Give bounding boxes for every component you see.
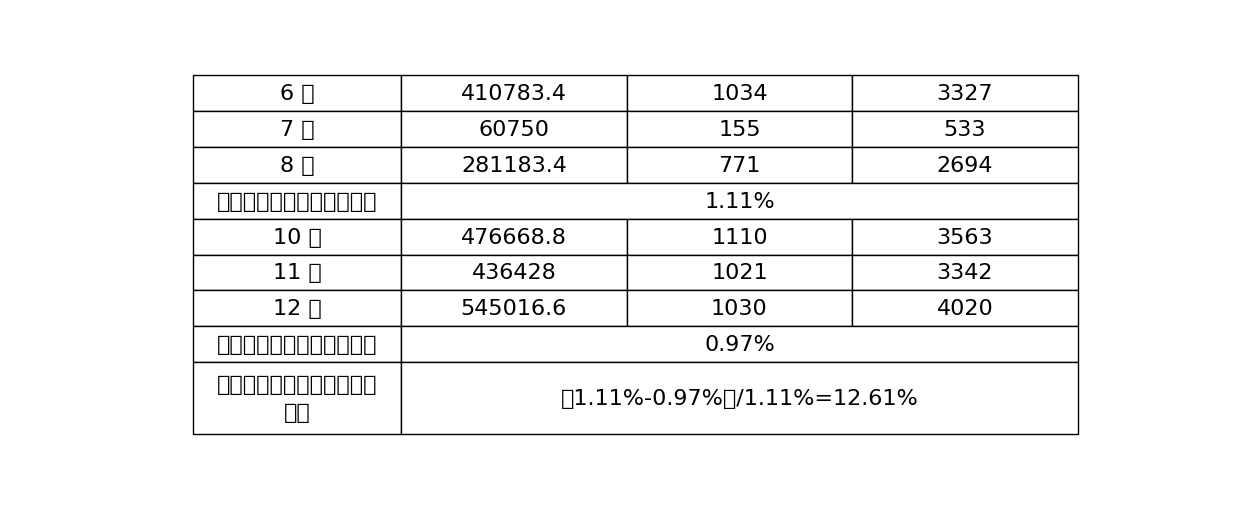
Text: 771: 771 [718, 156, 760, 176]
Text: 533: 533 [944, 120, 986, 140]
Text: 1034: 1034 [711, 84, 768, 104]
Text: 12 月: 12 月 [273, 298, 321, 319]
Text: 1021: 1021 [711, 263, 768, 283]
Bar [626, 76, 852, 112]
Bar [626, 147, 852, 183]
Bar [852, 291, 1078, 327]
Text: 476668.8: 476668.8 [461, 227, 567, 247]
Text: 11 月: 11 月 [273, 263, 321, 283]
Bar [193, 363, 402, 434]
Text: 4020: 4020 [936, 298, 993, 319]
Text: 3563: 3563 [936, 227, 993, 247]
Text: 1030: 1030 [711, 298, 768, 319]
Text: 10 月: 10 月 [273, 227, 321, 247]
Text: 1.11%: 1.11% [704, 191, 775, 212]
Bar [193, 219, 402, 255]
Text: 优化后送、引风机厂用电率
降幅: 优化后送、引风机厂用电率 降幅 [217, 374, 377, 422]
Bar [626, 112, 852, 147]
Text: 6 月: 6 月 [280, 84, 315, 104]
Bar [402, 363, 1078, 434]
Bar [193, 147, 402, 183]
Bar [852, 219, 1078, 255]
Bar [402, 291, 626, 327]
Bar [626, 291, 852, 327]
Text: 优化后送、引风机厂用电率: 优化后送、引风机厂用电率 [217, 334, 377, 355]
Bar [626, 219, 852, 255]
Text: 优化前送、引风机厂用电率: 优化前送、引风机厂用电率 [217, 191, 377, 212]
Text: 0.97%: 0.97% [704, 334, 775, 355]
Text: 3342: 3342 [936, 263, 993, 283]
Bar [193, 76, 402, 112]
Bar [193, 183, 402, 219]
Bar [852, 112, 1078, 147]
Bar [193, 327, 402, 363]
Bar [193, 255, 402, 291]
Text: 436428: 436428 [471, 263, 557, 283]
Text: 281183.4: 281183.4 [461, 156, 567, 176]
Text: 1110: 1110 [711, 227, 768, 247]
Bar [402, 112, 626, 147]
Bar [402, 255, 626, 291]
Text: 155: 155 [718, 120, 760, 140]
Text: 545016.6: 545016.6 [461, 298, 567, 319]
Bar [193, 291, 402, 327]
Text: （1.11%-0.97%）/1.11%=12.61%: （1.11%-0.97%）/1.11%=12.61% [560, 388, 919, 408]
Bar [852, 255, 1078, 291]
Bar [626, 255, 852, 291]
Text: 7 月: 7 月 [280, 120, 315, 140]
Bar [402, 183, 1078, 219]
Text: 8 月: 8 月 [280, 156, 315, 176]
Bar [402, 219, 626, 255]
Bar [852, 147, 1078, 183]
Bar [852, 76, 1078, 112]
Text: 60750: 60750 [479, 120, 549, 140]
Text: 410783.4: 410783.4 [461, 84, 567, 104]
Bar [193, 112, 402, 147]
Bar [402, 76, 626, 112]
Bar [402, 327, 1078, 363]
Bar [402, 147, 626, 183]
Text: 3327: 3327 [936, 84, 993, 104]
Text: 2694: 2694 [936, 156, 993, 176]
